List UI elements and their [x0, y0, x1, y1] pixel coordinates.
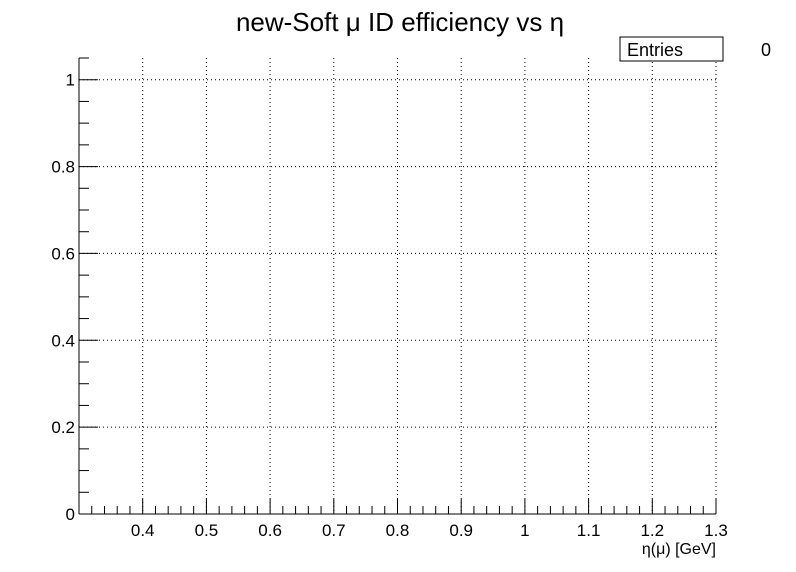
x-tick-label: 1.3: [704, 521, 728, 540]
x-tick-label: 0.8: [386, 521, 410, 540]
stats-entries-value: 0: [761, 40, 771, 60]
x-tick-label: 1: [520, 521, 529, 540]
x-tick-label: 0.7: [322, 521, 346, 540]
y-tick-label: 0.4: [51, 331, 75, 350]
stats-box-border: [619, 36, 724, 62]
y-tick-label: 0.8: [51, 158, 75, 177]
y-tick-label: 0.2: [51, 418, 75, 437]
chart-title: new-Soft μ ID efficiency vs η: [236, 7, 564, 37]
y-tick-label: 0.6: [51, 244, 75, 263]
grid-lines: [79, 58, 717, 514]
x-tick-label: 1.2: [640, 521, 664, 540]
x-tick-label: 0.9: [449, 521, 473, 540]
x-tick-label: 0.5: [195, 521, 219, 540]
x-axis-label: η(μ) [GeV]: [642, 541, 716, 558]
x-tick-label: 1.1: [577, 521, 601, 540]
x-tick-labels: 0.4 0.5 0.6 0.7 0.8 0.9 1 1.1 1.2 1.3: [131, 521, 728, 540]
y-tick-labels: 0 0.2 0.4 0.6 0.8 1: [51, 71, 75, 524]
x-tick-label: 0.6: [258, 521, 282, 540]
stats-entries-label: Entries: [627, 40, 683, 60]
y-tick-label: 1: [66, 71, 75, 90]
stats-box: Entries 0: [619, 36, 771, 62]
y-tick-label: 0: [66, 505, 75, 524]
x-tick-label: 0.4: [131, 521, 155, 540]
